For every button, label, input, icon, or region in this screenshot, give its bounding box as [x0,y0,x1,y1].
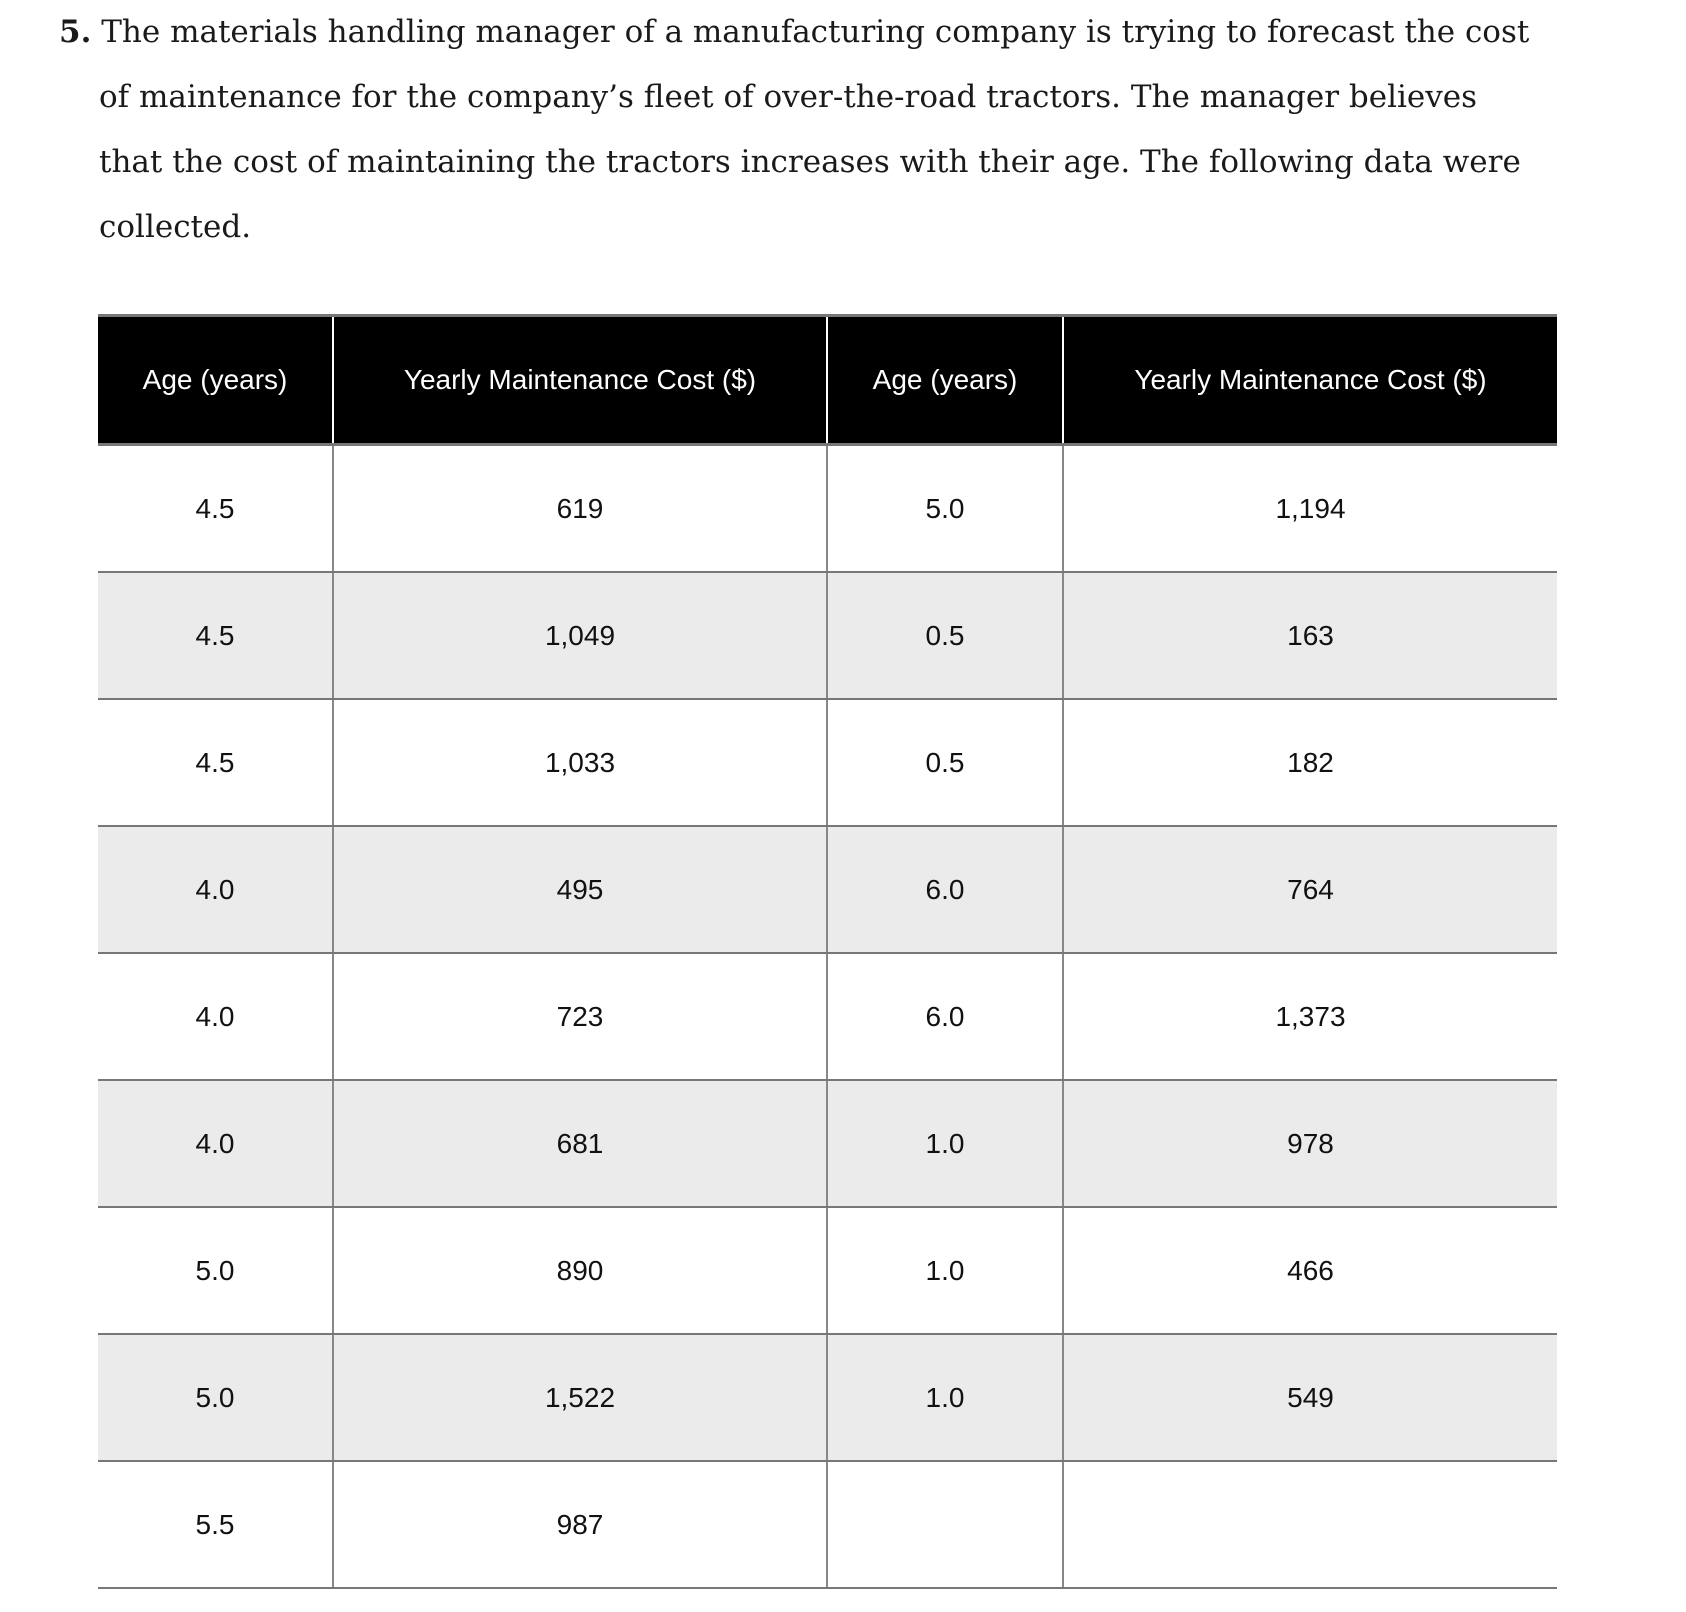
table-cell: 619 [332,444,827,573]
table-row: 4.0 495 6.0 764 [98,826,1557,954]
table-cell: 4.0 [98,953,333,1081]
table-cell: 764 [1062,826,1557,954]
table-cell: 4.0 [98,826,333,954]
table-cell: 987 [332,1461,827,1589]
table-cell: 549 [1062,1334,1557,1462]
table-cell: 1.0 [826,1080,1063,1208]
table-cell: 6.0 [826,826,1063,954]
table-row: 4.5 619 5.0 1,194 [98,444,1557,573]
table-row: 5.0 890 1.0 466 [98,1207,1557,1335]
table-cell: 890 [332,1207,827,1335]
table-cell: 495 [332,826,827,954]
table-row: 5.0 1,522 1.0 549 [98,1334,1557,1462]
table-cell: 5.0 [98,1334,333,1462]
table-cell: 4.5 [98,444,333,573]
table-cell: 4.0 [98,1080,333,1208]
table-cell: 1,522 [332,1334,827,1462]
table-cell: 1,033 [332,699,827,827]
header-cost-1: Yearly Maintenance Cost ($) [332,314,828,446]
table-cell: 182 [1062,699,1557,827]
table-cell [1062,1461,1557,1589]
question-line-2: of maintenance for the company’s fleet o… [99,79,1478,115]
table-header-row: Age (years) Yearly Maintenance Cost ($) … [98,314,1557,446]
header-cost-2: Yearly Maintenance Cost ($) [1062,314,1557,446]
question-line-3: that the cost of maintaining the tractor… [99,144,1521,180]
question-line-4: collected. [99,209,252,245]
table-cell: 0.5 [826,572,1063,700]
header-age-1: Age (years) [98,314,334,446]
table-cell [826,1461,1063,1589]
table-cell: 5.5 [98,1461,333,1589]
table-cell: 1,049 [332,572,827,700]
question-line-1: The materials handling manager of a manu… [101,14,1530,50]
table-cell: 5.0 [98,1207,333,1335]
table-cell: 4.5 [98,699,333,827]
table-cell: 723 [332,953,827,1081]
table-cell: 978 [1062,1080,1557,1208]
table-cell: 681 [332,1080,827,1208]
table-cell: 0.5 [826,699,1063,827]
table-cell: 1,373 [1062,953,1557,1081]
table-row: 4.0 681 1.0 978 [98,1080,1557,1208]
question-text: 5. The materials handling manager of a m… [59,0,1619,260]
table-cell: 1.0 [826,1334,1063,1462]
table-cell: 1,194 [1062,444,1557,573]
table-row: 5.5 987 [98,1461,1557,1589]
table-row: 4.5 1,033 0.5 182 [98,699,1557,827]
table-cell: 5.0 [826,444,1063,573]
table-row: 4.5 1,049 0.5 163 [98,572,1557,700]
table-cell: 1.0 [826,1207,1063,1335]
table-cell: 6.0 [826,953,1063,1081]
table-row: 4.0 723 6.0 1,373 [98,953,1557,1081]
data-table: Age (years) Yearly Maintenance Cost ($) … [98,314,1557,1589]
header-age-2: Age (years) [826,314,1064,446]
question-number: 5. [59,14,92,50]
table-cell: 163 [1062,572,1557,700]
table-cell: 4.5 [98,572,333,700]
table-cell: 466 [1062,1207,1557,1335]
